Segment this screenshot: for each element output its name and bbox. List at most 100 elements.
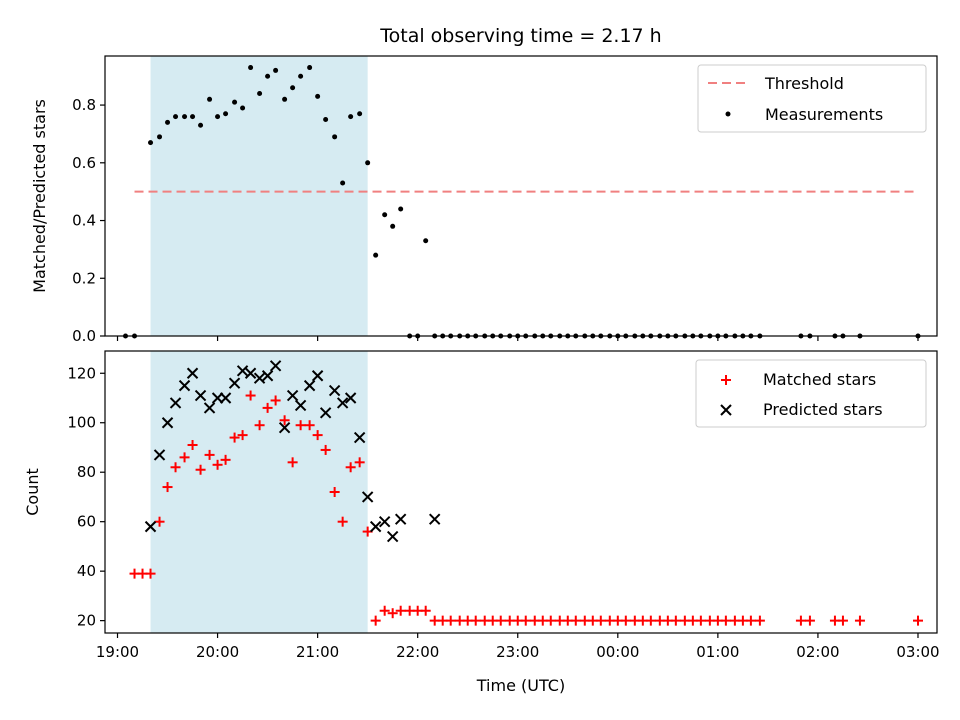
bottom-x-tick-label: 23:00 (496, 643, 539, 661)
predicted-star-point (353, 431, 366, 444)
predicted-star-point (153, 449, 166, 461)
matched-star-point (245, 390, 256, 401)
predicted-star-point (294, 399, 307, 412)
matched-star-point (720, 615, 731, 626)
bottom-plot-frame (104, 350, 938, 634)
measurement-point (307, 65, 313, 71)
top-panel: 0.00.20.40.60.8 Matched/Predicted stars … (30, 55, 938, 345)
measurement-point (373, 252, 379, 258)
matched-star-point (279, 415, 290, 426)
matched-star-point (212, 459, 223, 470)
bottom-x-tick-label: 20:00 (196, 643, 239, 661)
predicted-star-point (194, 389, 207, 402)
matched-star-point (270, 395, 281, 406)
predicted-star-point (328, 384, 341, 397)
matched-star-point (387, 608, 398, 619)
legend-predicted-label: Predicted stars (763, 400, 883, 419)
predicted-star-point (286, 389, 299, 402)
predicted-star-point (386, 530, 399, 543)
matched-star-point (470, 615, 481, 626)
predicted-star-point (186, 367, 199, 379)
measurement-point (190, 114, 196, 120)
measurement-point (390, 223, 396, 229)
measurement-point (198, 122, 204, 128)
measurement-point (207, 96, 213, 102)
measurement-point (398, 206, 404, 212)
predicted-star-point (428, 513, 441, 525)
matched-star-point (304, 420, 315, 431)
matched-star-point (345, 462, 356, 473)
predicted-star-point (253, 372, 266, 384)
matched-star-point (370, 615, 381, 626)
predicted-star-point (219, 392, 232, 404)
bottom-x-tick-label: 21:00 (296, 643, 339, 661)
measurement-point (232, 99, 238, 105)
measurement-point (223, 111, 229, 117)
matched-star-point (312, 430, 323, 441)
matched-star-point (354, 457, 365, 468)
bottom-y-tick-label: 60 (77, 513, 96, 531)
matched-star-point (837, 615, 848, 626)
matched-star-point (620, 615, 631, 626)
measurement-point (290, 85, 296, 91)
measurement-point (423, 238, 429, 244)
matched-star-point (395, 605, 406, 616)
predicted-star-point (236, 365, 249, 377)
legend-matched-swatch (721, 375, 731, 385)
bottom-x-tick-label: 22:00 (396, 643, 439, 661)
matched-star-point (162, 482, 173, 493)
matched-star-point (179, 452, 190, 463)
predicted-star-point (303, 379, 316, 392)
matched-star-point (854, 615, 865, 626)
predicted-star-point (169, 397, 182, 409)
matched-star-point (320, 444, 331, 455)
legend-threshold-label: Threshold (764, 74, 844, 93)
measurement-point (315, 93, 321, 99)
measurement-point (157, 134, 163, 140)
top-y-axis-label: Matched/Predicted stars (30, 99, 49, 293)
chart-title: Total observing time = 2.17 h (379, 25, 661, 47)
measurement-point (148, 140, 154, 146)
top-y-tick-label: 0.6 (72, 154, 96, 172)
legend-predicted-swatch (720, 404, 732, 416)
top-y-tick-label: 0.8 (72, 96, 96, 114)
matched-star-point (545, 615, 556, 626)
matched-star-point (220, 454, 231, 465)
matched-star-point (695, 615, 706, 626)
predicted-star-point (278, 421, 291, 434)
measurement-point (340, 180, 346, 186)
matched-star-point (154, 516, 165, 527)
predicted-star-point (144, 520, 157, 533)
legend-measurements-swatch (725, 111, 731, 117)
bottom-y-tick-label: 100 (67, 414, 96, 432)
legend-measurements-label: Measurements (765, 105, 883, 124)
predicted-star-point (344, 392, 357, 404)
predicted-star-point (261, 370, 274, 382)
matched-star-point (329, 487, 340, 497)
matched-star-point (570, 615, 581, 626)
matched-star-point (445, 615, 456, 626)
matched-star-point (420, 605, 431, 616)
measurement-point (215, 114, 221, 120)
measurement-point (165, 119, 171, 125)
top-y-tick-label: 0.2 (72, 269, 96, 287)
measurement-point (348, 114, 354, 120)
predicted-star-point (244, 367, 257, 379)
matched-star-point (795, 615, 806, 626)
predicted-star-point (394, 513, 407, 525)
bottom-legend: Matched stars Predicted stars (695, 359, 927, 428)
matched-star-point (645, 615, 656, 626)
predicted-star-point (311, 370, 324, 382)
measurement-point (365, 160, 371, 166)
matched-star-point (237, 430, 248, 441)
measurement-point (357, 111, 363, 117)
matched-star-point (170, 462, 181, 473)
bottom-x-tick-label: 03:00 (896, 643, 939, 661)
predicted-star-point (161, 417, 174, 429)
measurement-point (282, 96, 288, 102)
matched-star-point (520, 615, 531, 626)
predicted-star-point (361, 491, 374, 503)
measurement-point (182, 114, 188, 120)
matched-star-point (670, 615, 681, 626)
